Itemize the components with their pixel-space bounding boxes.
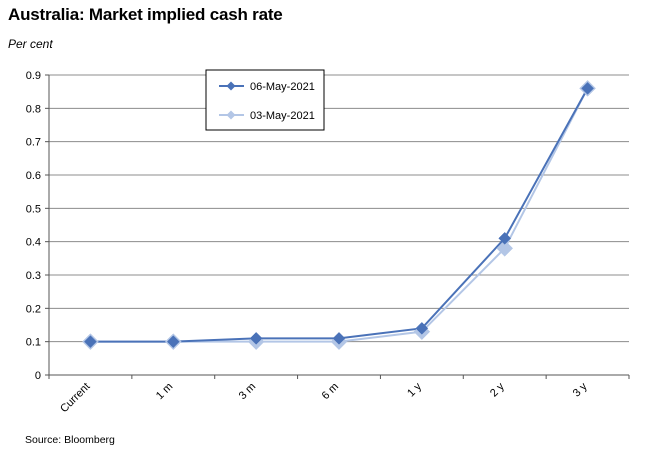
x-tick-label: 1 y [405, 380, 424, 399]
y-tick-labels: 0 0.1 0.2 0.3 0.4 0.5 0.6 0.7 0.8 0.9 [26, 70, 41, 382]
series-0-point [415, 321, 429, 335]
x-tick-label: 3 y [571, 380, 590, 399]
x-tick-label: 1 m [154, 381, 175, 402]
gridlines [49, 74, 629, 343]
chart-title: Australia: Market implied cash rate [8, 5, 283, 24]
legend-box [205, 69, 325, 131]
series-markers [82, 79, 596, 351]
y-tick-label: 0.1 [26, 337, 41, 349]
y-tick-label: 0.3 [26, 270, 41, 282]
source-note: Source: Bloomberg [25, 434, 115, 446]
series-line-1 [90, 87, 589, 343]
y-tick-label: 0.5 [26, 203, 41, 215]
series-0-point [166, 335, 180, 349]
y-tick-label: 0.6 [26, 170, 41, 182]
series-line-0 [90, 87, 589, 343]
y-axis-unit-label: Per cent [8, 37, 53, 51]
x-tick-label: 3 m [237, 381, 258, 402]
legend-label: 06-May-2021 [250, 81, 315, 93]
series-lines [90, 87, 589, 343]
series-1-point [496, 239, 514, 257]
y-tick-label: 0.4 [26, 237, 41, 249]
axes [45, 74, 630, 379]
series-0-point [84, 335, 97, 349]
legend-label: 03-May-2021 [250, 110, 315, 122]
legend-swatch-marker [226, 81, 236, 91]
x-tick-labels: Current 1 m 3 m 6 m 1 y 2 y 3 y [58, 380, 590, 415]
series-0-point [249, 331, 263, 345]
y-tick-label: 0.2 [26, 303, 41, 315]
y-tick-label: 0.8 [26, 103, 41, 115]
legend-swatch-marker [226, 110, 236, 120]
series-0-point [332, 331, 346, 345]
y-tick-label: 0.7 [26, 137, 41, 149]
y-tick-label: 0.9 [26, 70, 41, 82]
series-0-point [581, 81, 594, 95]
series-0-point [498, 231, 512, 245]
x-tick-label: 2 y [488, 380, 507, 399]
legend: 06-May-2021 03-May-2021 [205, 69, 325, 131]
x-tick-label: 6 m [320, 381, 341, 402]
x-tick-label: Current [58, 381, 92, 415]
y-tick-label: 0 [35, 370, 41, 382]
